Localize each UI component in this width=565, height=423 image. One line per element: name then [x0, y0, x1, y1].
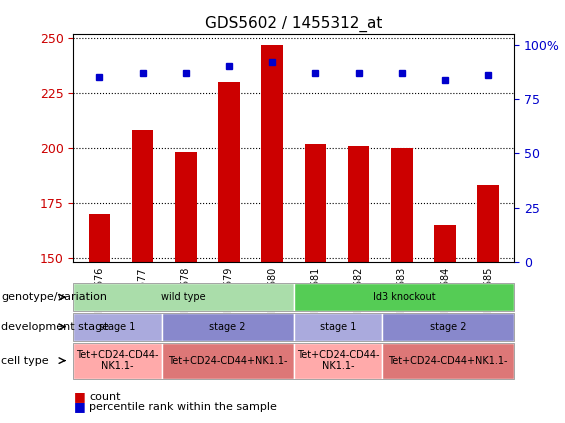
Text: stage 1: stage 1 — [320, 322, 356, 332]
Bar — [348, 146, 370, 262]
Text: development stage: development stage — [1, 322, 109, 332]
Text: genotype/variation: genotype/variation — [1, 292, 107, 302]
Text: ■: ■ — [73, 401, 85, 413]
Text: Tet+CD24-CD44-
NK1.1-: Tet+CD24-CD44- NK1.1- — [297, 350, 379, 371]
Text: Tet+CD24-CD44+NK1.1-: Tet+CD24-CD44+NK1.1- — [168, 356, 288, 365]
Text: count: count — [89, 392, 121, 402]
Text: stage 1: stage 1 — [99, 322, 136, 332]
Text: percentile rank within the sample: percentile rank within the sample — [89, 402, 277, 412]
Bar — [175, 152, 197, 262]
Text: wild type: wild type — [162, 292, 206, 302]
Bar — [477, 185, 499, 262]
Text: Tet+CD24-CD44+NK1.1-: Tet+CD24-CD44+NK1.1- — [388, 356, 508, 365]
Text: Id3 knockout: Id3 knockout — [373, 292, 435, 302]
Text: Tet+CD24-CD44-
NK1.1-: Tet+CD24-CD44- NK1.1- — [76, 350, 159, 371]
Text: stage 2: stage 2 — [430, 322, 466, 332]
Bar — [89, 214, 110, 262]
Bar — [262, 45, 283, 262]
Bar — [132, 130, 153, 262]
Text: stage 2: stage 2 — [210, 322, 246, 332]
Bar — [218, 82, 240, 262]
Bar — [305, 144, 326, 262]
Text: ■: ■ — [73, 390, 85, 403]
Title: GDS5602 / 1455312_at: GDS5602 / 1455312_at — [205, 16, 383, 33]
Bar — [391, 148, 412, 262]
Text: cell type: cell type — [1, 356, 49, 365]
Bar — [434, 225, 456, 262]
